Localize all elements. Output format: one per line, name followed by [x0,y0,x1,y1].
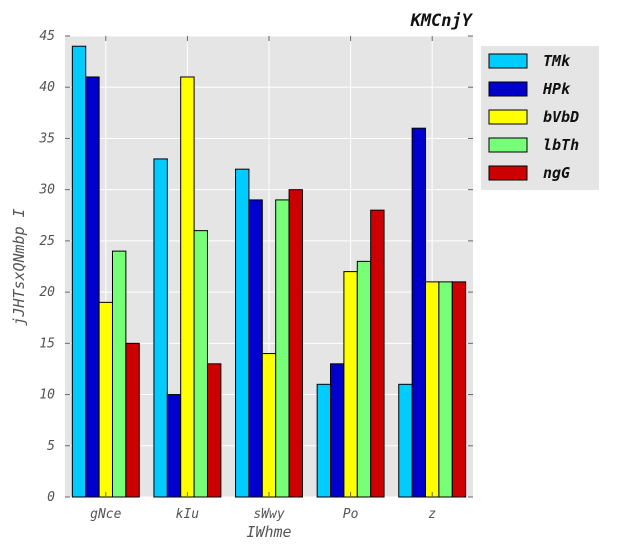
bar-lbTh-sWwy [275,199,290,498]
bar-ngG-kIu [206,363,222,498]
legend: TMk HPk bVbD lbTh ngG [481,46,599,190]
x-axis-title: IWhme [246,523,291,541]
bar-HPk-z [411,127,427,498]
bar-bVbD-gNce [98,301,113,498]
y-tick-label: 5 [47,439,55,454]
bar-ngG-sWwy [288,189,303,498]
bar-lbTh-gNce [111,250,127,498]
bar-HPk-gNce [85,76,100,498]
legend-swatch-bVbD [488,109,528,125]
y-tick-label: 15 [39,336,55,351]
bar-HPk-kIu [166,394,182,498]
legend-label-ngG: ngG [543,164,570,182]
y-tick-label: 20 [39,285,55,300]
bar-bVbD-kIu [180,76,195,498]
x-tick-label: Po [343,507,359,522]
bar-ngG-gNce [125,342,140,498]
y-axis-ticks: 0 5 10 15 20 25 30 35 40 45 [38,29,473,505]
y-tick-label: 0 [47,490,55,505]
legend-label-bVbD: bVbD [543,108,579,126]
y-tick-label: 25 [39,234,55,249]
legend-label-HPk: HPk [542,80,571,98]
bar-TMk-sWwy [235,168,250,498]
bar-ngG-z [451,281,467,498]
bar-lbTh-Po [356,260,372,498]
x-tick-label: z [428,507,436,522]
bar-ngG-Po [370,209,385,498]
bar-TMk-gNce [71,45,87,498]
y-tick-label: 45 [39,29,55,44]
y-tick-label: 10 [39,388,55,403]
bar-TMk-kIu [153,158,168,498]
bar-HPk-Po [330,363,345,498]
legend-label-TMk: TMk [543,52,571,70]
legend-swatch-TMk [488,53,528,69]
legend-label-lbTh: lbTh [543,136,579,154]
bar-bVbD-z [425,281,440,498]
bars-layer [71,45,467,498]
y-tick-label: 40 [39,80,55,95]
bar-bVbD-Po [343,271,358,498]
bar-TMk-Po [316,383,332,498]
bar-bVbD-sWwy [261,353,277,498]
x-tick-label: sWwy [253,507,284,522]
y-axis-title: jJHTsxQNmbp I [10,208,28,325]
x-tick-label: kIu [176,507,200,522]
x-tick-label: gNce [90,507,121,522]
legend-swatch-HPk [488,81,528,97]
legend-swatch-lbTh [488,137,528,153]
bar-HPk-sWwy [248,199,263,498]
bar-TMk-z [398,383,413,498]
y-tick-label: 35 [38,131,55,146]
bar-lbTh-z [438,281,453,498]
y-tick-label: 30 [38,183,55,198]
x-axis-ticks: gNce kIu sWwy Po z [90,36,436,522]
bar-lbTh-kIu [193,230,208,498]
legend-swatch-ngG [488,165,528,181]
chart-title: KMCnjY [410,11,474,31]
